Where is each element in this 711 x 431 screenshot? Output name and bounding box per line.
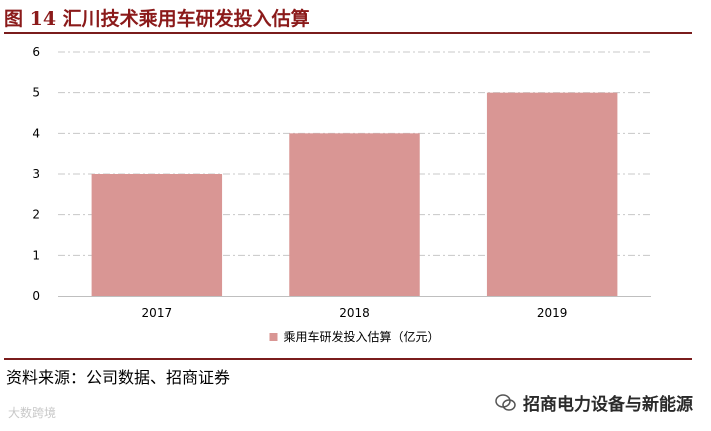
y-axis-ticks: 0 1 2 3 4 5 6 bbox=[32, 45, 40, 303]
bar-2019 bbox=[486, 92, 618, 297]
x-tick-label: 2018 bbox=[339, 306, 370, 320]
x-tick-label: 2019 bbox=[537, 306, 568, 320]
title-divider bbox=[4, 32, 692, 34]
watermark-right: 招商电力设备与新能源 bbox=[495, 390, 693, 415]
watermark-right-label: 招商电力设备与新能源 bbox=[523, 395, 693, 415]
watermark-left: 大数跨境 bbox=[8, 404, 56, 421]
y-tick-label: 0 bbox=[32, 289, 40, 303]
legend-label: 乘用车研发投入估算（亿元） bbox=[283, 329, 439, 344]
bars bbox=[91, 92, 618, 297]
y-tick-label: 1 bbox=[32, 248, 40, 262]
legend-swatch bbox=[269, 333, 278, 341]
source-divider bbox=[4, 358, 692, 360]
watermark-left-label: 大数跨境 bbox=[8, 406, 57, 420]
figure-title: 图 14 汇川技术乘用车研发投入估算 bbox=[4, 8, 310, 30]
bar-2018 bbox=[289, 133, 420, 296]
source-note: 资料来源：公司数据、招商证券 bbox=[6, 368, 231, 387]
y-tick-label: 4 bbox=[32, 126, 40, 140]
y-tick-label: 3 bbox=[32, 167, 40, 181]
y-tick-label: 2 bbox=[32, 208, 40, 222]
x-axis-ticks: 2017 2018 2019 bbox=[142, 306, 568, 320]
bar-2017 bbox=[91, 174, 223, 296]
y-tick-label: 5 bbox=[32, 86, 40, 100]
legend: 乘用车研发投入估算（亿元） bbox=[269, 329, 440, 344]
bar-chart: 0 1 2 3 4 5 6 2017 2018 2019 乘用车研发投入估算（亿元） bbox=[32, 45, 651, 344]
wechat-icon bbox=[495, 393, 516, 411]
y-tick-label: 6 bbox=[32, 45, 40, 59]
x-tick-label: 2017 bbox=[142, 306, 173, 320]
